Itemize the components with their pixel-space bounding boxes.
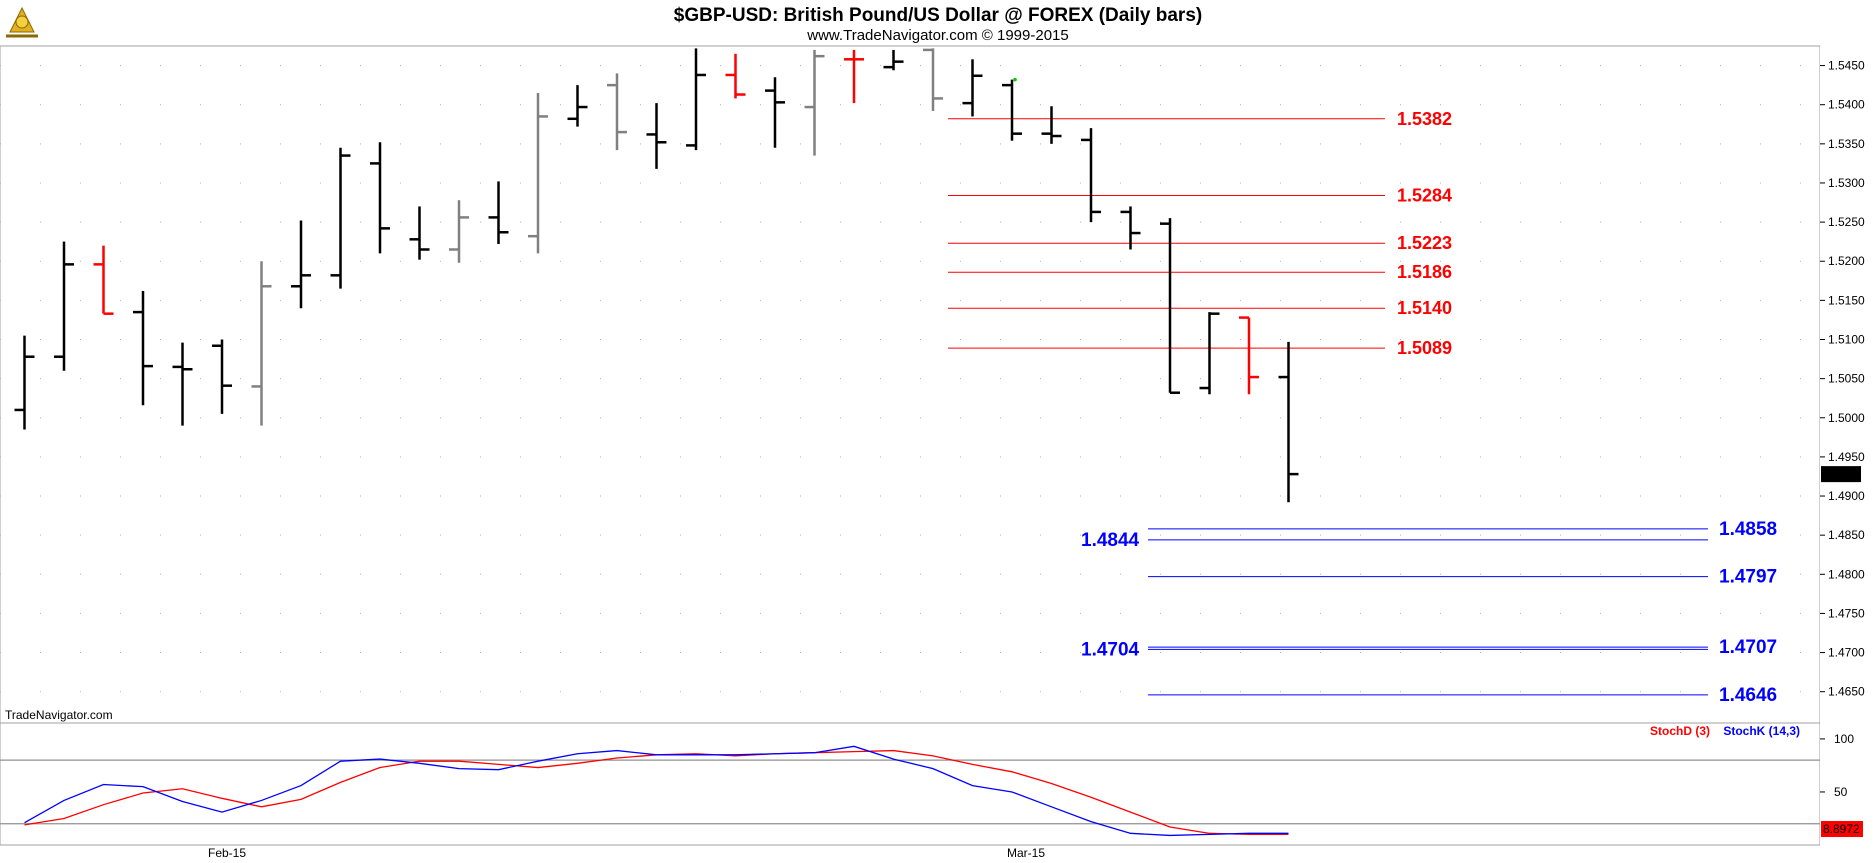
ohlc-bar [923, 48, 943, 111]
price-axis-label: 1.5000 [1828, 411, 1865, 425]
ohlc-bar [93, 245, 114, 315]
axis-labels: 1.5450 1.5400 1.5350 1.5300 1.5250 1.5200 1.51… [208, 59, 1865, 860]
ohlc-bar [172, 342, 193, 426]
support-label: 1.4646 [1719, 685, 1777, 706]
legend-stoch-d: StochD (3) [1650, 724, 1710, 738]
ohlc-bar [251, 261, 272, 426]
resistance-label: 1.5382 [1397, 109, 1452, 129]
ohlc-bar [1120, 206, 1141, 250]
support-label: 1.4797 [1719, 567, 1777, 588]
stoch-k-line [24, 745, 1289, 837]
green-marker [1013, 77, 1017, 82]
time-axis-label: Mar-15 [1007, 846, 1045, 860]
resistance-label: 1.5284 [1397, 185, 1452, 205]
ohlc-bar [1002, 79, 1022, 141]
price-axis-label: 1.4800 [1828, 567, 1865, 581]
price-axis-label: 1.5100 [1828, 332, 1865, 346]
grid-layer [0, 65, 1820, 693]
watermark: TradeNavigator.com [5, 708, 113, 722]
ohlc-bar [54, 241, 74, 371]
price-axis-label: 1.5050 [1828, 372, 1865, 386]
price-axis-label: 1.5200 [1828, 254, 1865, 268]
ohlc-bar [962, 59, 983, 117]
stoch-axis-label: 100 [1834, 732, 1854, 746]
stochastic-panel [0, 722, 1821, 846]
price-axis-label: 1.5300 [1828, 176, 1865, 190]
legend-stoch-k: StochK (14,3) [1723, 724, 1800, 738]
sextant-logo-icon [6, 6, 38, 38]
price-panel [0, 45, 1821, 724]
resistance-label: 1.5223 [1397, 233, 1452, 253]
ohlc-bar [370, 142, 390, 254]
price-axis-label: 1.4700 [1828, 646, 1865, 660]
price-axis-label: 1.4650 [1828, 685, 1865, 699]
ohlc-bar [133, 290, 153, 406]
price-axis-area [1820, 46, 1876, 863]
stoch-axis-label: 50 [1834, 785, 1848, 799]
support-label: 1.4704 [1081, 639, 1140, 660]
ohlc-bars [14, 48, 1299, 503]
resistance-label: 1.5186 [1397, 262, 1452, 282]
support-label: 1.4858 [1719, 519, 1777, 540]
ohlc-bar [488, 181, 509, 245]
price-axis-label: 1.5450 [1828, 59, 1865, 73]
price-axis-label: 1.5250 [1828, 215, 1865, 229]
price-axis-label: 1.4750 [1828, 606, 1865, 620]
resistance-label: 1.5140 [1397, 298, 1452, 318]
ohlc-bar [1041, 106, 1062, 144]
ohlc-bar [646, 103, 667, 169]
ohlc-bar [883, 49, 904, 71]
ohlc-bar [212, 339, 232, 414]
ohlc-bar [686, 48, 706, 151]
ohlc-bar [409, 206, 430, 260]
support-label: 1.4844 [1081, 530, 1140, 551]
ohlc-bar [765, 77, 785, 148]
last-price-label: 1.4928 [1823, 467, 1860, 481]
ohlc-bar [725, 53, 746, 99]
stoch-d-line [24, 749, 1289, 836]
ohlc-bar [567, 85, 588, 127]
chart-subtitle: www.TradeNavigator.com © 1999-2015 [806, 27, 1068, 44]
ohlc-bar [1160, 218, 1180, 394]
ohlc-bar [1081, 128, 1101, 223]
level-lines: 1.5382 1.5284 1.5223 1.5186 1.5140 1.5089 1.48… [948, 109, 1777, 706]
time-axis-label: Feb-15 [208, 846, 246, 860]
ohlc-bar [449, 200, 469, 263]
price-axis-label: 1.4950 [1828, 450, 1865, 464]
price-axis-label: 1.5350 [1828, 137, 1865, 151]
ohlc-bar [291, 220, 311, 309]
ohlc-bar [1199, 312, 1220, 395]
header-band [0, 0, 1876, 44]
ohlc-bar [14, 335, 35, 430]
stoch-last-label: 8.8972 [1823, 822, 1860, 836]
resistance-label: 1.5089 [1397, 338, 1452, 358]
chart-title: $GBP-USD: British Pound/US Dollar @ FORE… [674, 5, 1202, 26]
support-label: 1.4707 [1719, 637, 1777, 658]
last-price-box [1821, 466, 1861, 483]
ohlc-bar [844, 49, 864, 104]
stochastic-lines [0, 745, 1820, 837]
price-axis-label: 1.4850 [1828, 528, 1865, 542]
ohlc-bar [607, 73, 627, 151]
stoch-last-box [1821, 821, 1863, 837]
ohlc-bar [804, 49, 825, 156]
ohlc-bar [330, 147, 351, 289]
ohlc-bar [528, 92, 548, 254]
ohlc-bar [1278, 341, 1299, 503]
price-axis-label: 1.5150 [1828, 293, 1865, 307]
price-axis-label: 1.4900 [1828, 489, 1865, 503]
price-axis-label: 1.5400 [1828, 98, 1865, 112]
ohlc-bar [1239, 316, 1259, 395]
